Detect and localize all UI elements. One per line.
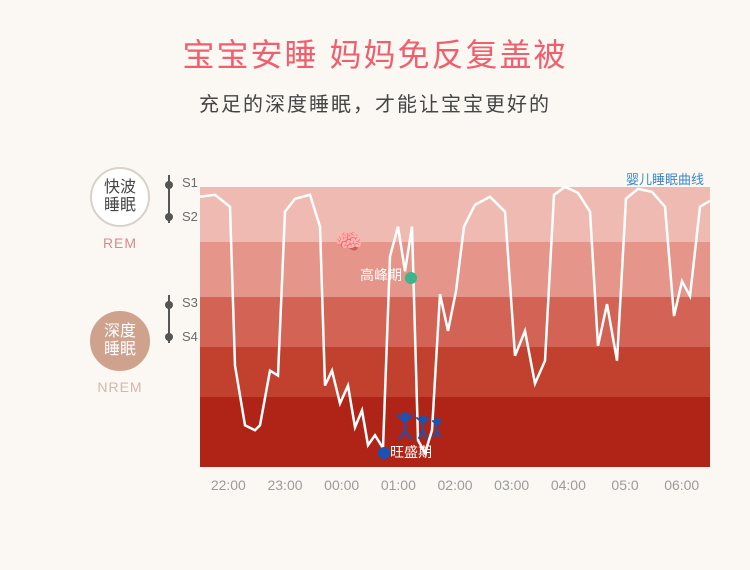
xaxis: 22:0023:0000:0001:0002:0003:0004:0005:00… [200, 477, 710, 493]
brain-icon: 🧠 [335, 229, 362, 255]
rem-badge: 快波 睡眠 REM S1 S2 [60, 167, 180, 251]
trough-dot [378, 447, 390, 459]
chart-box: 婴儿睡眠曲线 🧠 高峰期 [200, 167, 710, 467]
subtitle: 充足的深度睡眠，才能让宝宝更好的 [20, 88, 730, 117]
ytick-s2: S2 [182, 209, 198, 224]
rem-line1: 快波 [104, 179, 136, 197]
ytick-s3: S3 [182, 295, 198, 310]
nrem-badge: 深度 睡眠 NREM S3 S4 [60, 311, 180, 395]
xtick: 23:00 [257, 477, 314, 493]
xtick: 00:00 [313, 477, 370, 493]
nrem-line1: 深度 [104, 323, 136, 341]
xtick: 03:00 [483, 477, 540, 493]
nrem-line2: 睡眠 [104, 341, 136, 359]
xtick: 06:00 [653, 477, 710, 493]
peak-label: 高峰期 [360, 265, 402, 285]
xtick: 05:0 [597, 477, 654, 493]
peak-dot [405, 272, 417, 284]
xtick: 01:00 [370, 477, 427, 493]
sleep-curve [200, 187, 710, 453]
ytick-s4: S4 [182, 329, 198, 344]
trough-label: 旺盛期 [390, 442, 432, 462]
rem-line2: 睡眠 [104, 197, 136, 215]
main-title: 宝宝安睡 妈妈免反复盖被 [20, 30, 730, 76]
xtick: 02:00 [427, 477, 484, 493]
xtick: 04:00 [540, 477, 597, 493]
ytick-s1: S1 [182, 175, 198, 190]
xtick: 22:00 [200, 477, 257, 493]
rem-sub: REM [60, 235, 180, 251]
people-icon [393, 411, 443, 446]
sleep-chart: 快波 睡眠 REM S1 S2 深度 睡眠 NREM [20, 167, 730, 547]
nrem-sub: NREM [60, 379, 180, 395]
